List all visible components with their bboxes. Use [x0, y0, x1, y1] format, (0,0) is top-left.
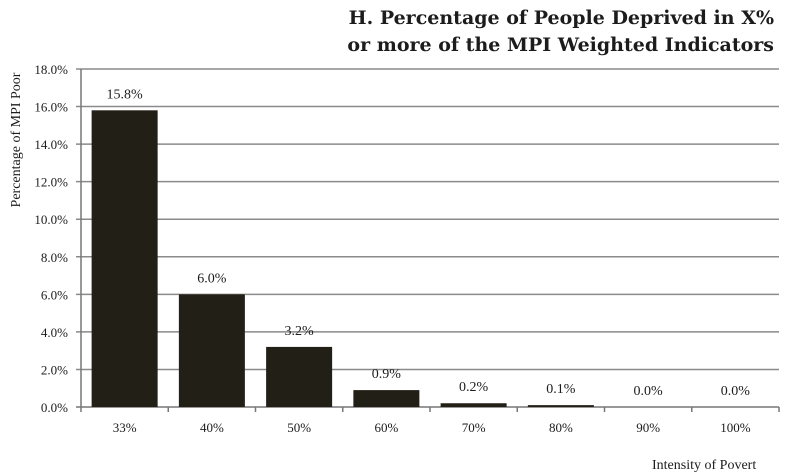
bars [91, 110, 594, 408]
y-tick-label: 0.0% [41, 400, 68, 415]
y-tick-label: 8.0% [41, 250, 68, 265]
data-label: 15.8% [107, 87, 144, 102]
y-axis-ticks: 0.0% 2.0% 4.0% 6.0% 8.0% 10.0% 12.0% 14.0% 16.0%… [34, 62, 68, 415]
x-tick-label: 90% [636, 420, 660, 435]
bar-33pct [91, 110, 158, 408]
x-tick-label: 33% [113, 420, 137, 435]
y-tick-label: 2.0% [41, 362, 68, 377]
data-label: 6.0% [197, 271, 227, 286]
data-label: 0.0% [721, 384, 751, 399]
chart-title-line-2: or more of the MPI Weighted Indicators [347, 34, 774, 56]
x-axis-title: Intensity of Povert [652, 458, 756, 473]
bar-50pct [266, 346, 333, 407]
x-tick-label: 100% [720, 420, 751, 435]
bar-60pct [353, 390, 420, 407]
data-labels: 15.8% 6.0% 3.2% 0.9% 0.2% 0.1% 0.0% 0.0% [107, 87, 751, 399]
x-tick-label: 80% [549, 420, 573, 435]
bar-70pct [440, 403, 507, 407]
chart-title: H. Percentage of People Deprived in X% o… [347, 7, 774, 56]
data-label: 0.1% [546, 382, 576, 397]
x-tick-label: 70% [462, 420, 486, 435]
x-tick-label: 60% [374, 420, 398, 435]
x-axis-ticks: 33% 40% 50% 60% 70% 80% 90% 100% [80, 407, 780, 435]
bar-80pct [527, 405, 594, 407]
data-label: 0.9% [372, 367, 402, 382]
y-tick-label: 6.0% [41, 287, 68, 302]
bar-40pct [178, 294, 245, 407]
y-tick-label: 18.0% [34, 62, 68, 77]
data-label: 0.2% [459, 380, 489, 395]
y-tick-label: 12.0% [34, 175, 68, 190]
y-tick-label: 14.0% [34, 137, 68, 152]
x-tick-label: 50% [287, 420, 311, 435]
y-axis-title: Percentage of MPI Poor [9, 72, 24, 207]
y-tick-label: 4.0% [41, 325, 68, 340]
data-label: 0.0% [634, 384, 664, 399]
data-label: 3.2% [285, 324, 315, 339]
chart-title-line-1: H. Percentage of People Deprived in X% [349, 7, 774, 29]
y-tick-label: 10.0% [34, 212, 68, 227]
x-tick-label: 40% [200, 420, 224, 435]
y-tick-label: 16.0% [34, 100, 68, 115]
